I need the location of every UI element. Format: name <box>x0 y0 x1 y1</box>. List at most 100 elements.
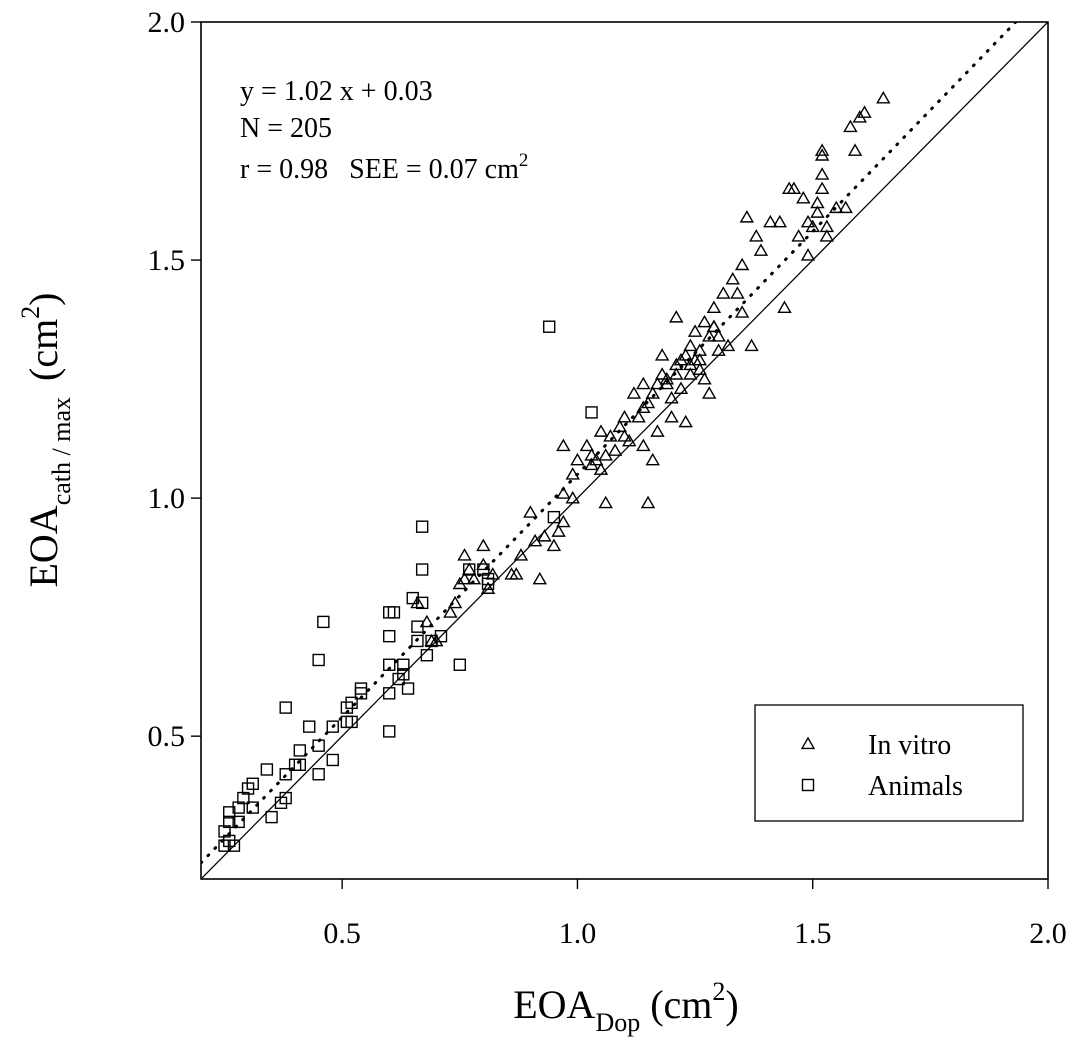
animals-point <box>218 839 231 852</box>
animals-point <box>279 701 292 714</box>
in-vitro-point <box>763 214 778 228</box>
in-vitro-point <box>546 538 562 552</box>
in-vitro-point <box>706 300 722 314</box>
in-vitro-point <box>556 438 571 452</box>
in-vitro-point <box>645 386 660 399</box>
in-vitro-point <box>565 490 580 504</box>
animals-point <box>392 672 405 686</box>
animals-point <box>312 768 325 781</box>
in-vitro-point <box>687 324 703 337</box>
in-vitro-point <box>565 467 580 480</box>
in-vitro-point <box>669 310 684 323</box>
legend-triangle-marker <box>800 736 816 750</box>
animals-point <box>260 763 274 776</box>
in-vitro-point <box>551 524 566 537</box>
in-vitro-point <box>819 229 835 242</box>
in-vitro-point <box>579 438 595 452</box>
in-vitro-point <box>800 214 816 228</box>
animals-point <box>406 591 419 605</box>
in-vitro-point <box>513 548 529 561</box>
x-tick-label: 0.5 <box>323 917 361 950</box>
plot-frame <box>200 21 1049 880</box>
in-vitro-point <box>716 286 731 299</box>
animals-point <box>237 791 250 805</box>
animals-point <box>232 815 245 829</box>
in-vitro-point <box>607 443 623 456</box>
in-vitro-point <box>683 357 698 371</box>
animals-point <box>354 682 368 695</box>
animals-point <box>293 758 307 771</box>
y-title-unit: (cm <box>21 319 66 381</box>
in-vitro-point <box>730 286 745 299</box>
n-text: N = 205 <box>240 113 332 144</box>
y-tick-label: 1.5 <box>148 244 186 277</box>
x-tick-label: 1.0 <box>559 917 597 950</box>
animals-point <box>415 563 429 576</box>
in-vitro-point <box>772 214 787 228</box>
in-vitro-point <box>829 200 844 214</box>
y-title-sub: cath / max <box>47 397 76 505</box>
animals-point <box>274 796 288 810</box>
in-vitro-point <box>429 633 444 647</box>
in-vitro-point <box>640 395 656 409</box>
in-vitro-point <box>457 548 472 561</box>
in-vitro-point <box>734 305 750 318</box>
in-vitro-point <box>697 371 712 385</box>
in-vitro-point <box>749 229 764 242</box>
legend-square-marker <box>801 778 815 792</box>
in-vitro-point <box>673 381 689 394</box>
in-vitro-point <box>697 314 712 328</box>
in-vitro-point <box>419 614 435 628</box>
legend-label-in-vitro: In vitro <box>868 730 951 761</box>
animals-point <box>383 658 396 671</box>
legend: In vitro Animals <box>754 704 1024 822</box>
animals-point <box>411 634 424 648</box>
in-vitro-point <box>678 414 693 428</box>
animals-point <box>397 658 410 671</box>
data-points <box>218 91 891 852</box>
axis-ticks <box>191 21 1049 889</box>
in-vitro-point <box>466 571 482 585</box>
animals-point <box>279 768 292 781</box>
y-title-unit-sup: 2 <box>16 306 45 319</box>
stats-annotation: y = 1.02 x + 0.03 N = 205 r = 0.98 SEE =… <box>240 76 528 185</box>
in-vitro-point <box>692 362 708 375</box>
in-vitro-point <box>532 571 548 585</box>
in-vitro-point <box>810 195 825 209</box>
in-vitro-point <box>664 410 679 423</box>
in-vitro-point <box>876 91 891 104</box>
in-vitro-point <box>626 386 642 399</box>
in-vitro-point <box>796 191 811 204</box>
animals-point <box>543 320 556 333</box>
in-vitro-point <box>556 486 571 499</box>
animals-point <box>241 782 255 795</box>
in-vitro-point <box>457 571 472 585</box>
animals-point <box>585 406 598 419</box>
in-vitro-point <box>410 595 425 609</box>
in-vitro-point <box>857 105 872 118</box>
in-vitro-point <box>584 448 599 461</box>
animals-point <box>383 687 396 700</box>
animals-point <box>425 634 438 648</box>
animals-point <box>420 649 434 662</box>
animals-point <box>477 563 490 576</box>
x-tick-label: 2.0 <box>1029 917 1067 950</box>
animals-point <box>312 739 325 752</box>
in-vitro-point <box>786 181 802 195</box>
animals-point <box>246 801 259 814</box>
y-tick-label: 0.5 <box>148 720 186 753</box>
animals-point <box>401 682 415 695</box>
animals-point <box>312 653 325 667</box>
animals-point <box>383 725 396 738</box>
in-vitro-point <box>617 410 632 423</box>
y-tick-label: 2.0 <box>148 6 186 39</box>
x-title-unit: (cm <box>650 982 712 1027</box>
animals-point <box>387 606 401 619</box>
animals-point <box>317 615 330 629</box>
in-vitro-point <box>462 562 477 575</box>
animals-point <box>223 815 236 829</box>
in-vitro-point <box>805 219 820 233</box>
in-vitro-point <box>593 462 609 475</box>
animals-point <box>411 620 424 633</box>
